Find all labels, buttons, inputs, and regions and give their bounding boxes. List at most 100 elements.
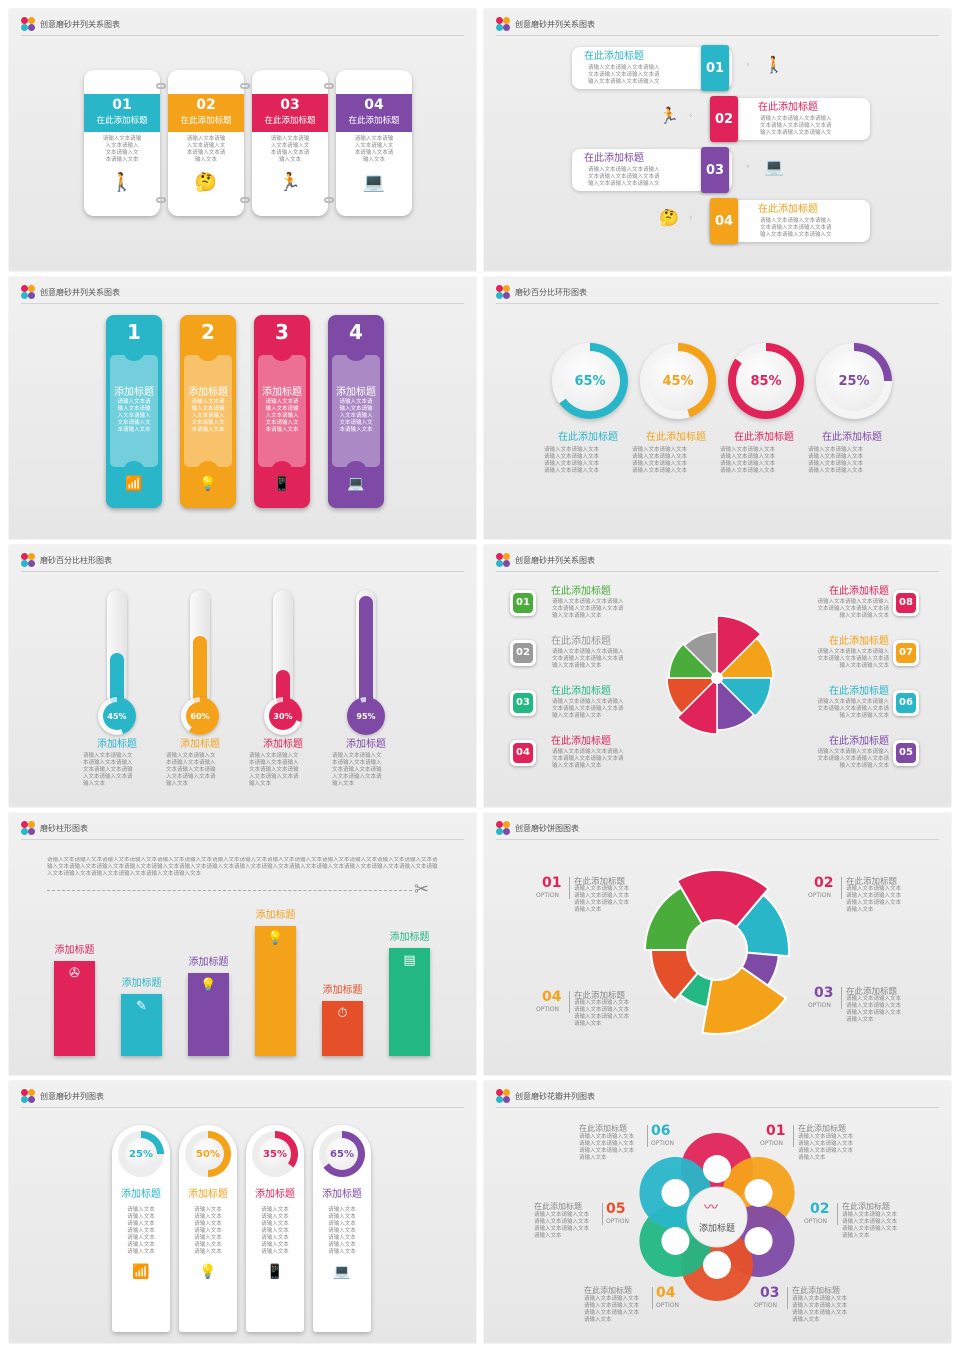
badge-number: 01	[513, 593, 533, 613]
number-block: 04	[710, 198, 738, 244]
bar-heading: 添加标题	[180, 739, 220, 750]
intro-text: 请输入文本请输入文本请输入文本请输入文本请输入文本请输入文本请输入文本请输入文本…	[47, 857, 438, 877]
wifi-icon: 📶	[125, 476, 143, 492]
ring-percent: 85%	[750, 373, 782, 389]
option-label: OPTION	[651, 1140, 674, 1147]
petal-body: 请输入文本请输入文本 请输入文本请输入文本 请输入文本请输入文本 请输入文本	[584, 1296, 640, 1323]
item-body: 请输入文本请输入文本请输入 文本请输入文本请输入文本请 输入文本请输入文本	[817, 749, 889, 769]
chevron-right-icon: ›	[746, 60, 750, 70]
card-number: 01	[112, 97, 132, 113]
petal-number: 05	[606, 1201, 626, 1217]
slide-header: 磨砂百分比柱形图表	[21, 551, 112, 569]
card-band: 02 在此添加标题	[168, 94, 244, 132]
logo-icon	[496, 285, 510, 299]
card-band: 03 在此添加标题	[252, 94, 328, 132]
card-body: 请输入文本 请输入文本 请输入文本 请输入文本 请输入文本 请输入文本 请输入文…	[328, 1207, 356, 1255]
lightbulb-icon: 💡	[200, 978, 217, 993]
tab-heading: 在此添加标题	[584, 153, 644, 164]
header-divider	[21, 839, 464, 840]
card-body: 请输入文本请输 入文本请输入文 本请输入文本请 输入文本	[186, 136, 226, 163]
slide-title: 创意磨砂花瓣并列图表	[515, 1091, 595, 1101]
bar	[121, 994, 162, 1056]
slide-header: 磨砂柱形图表	[21, 819, 88, 837]
option-divider	[569, 991, 570, 1013]
number-badge: 03	[510, 690, 536, 716]
person-standing-icon: 🚶	[764, 55, 784, 74]
bulb-core: 45%	[103, 702, 131, 730]
logo-icon	[21, 285, 35, 299]
row-number: 02	[714, 111, 734, 127]
trend-chart-icon: 〰	[704, 1200, 718, 1216]
badge-number: 04	[513, 743, 533, 763]
row-number: 01	[705, 60, 725, 76]
eight-slice-pie	[666, 615, 774, 735]
number-block: 01	[701, 45, 729, 91]
person-desk-icon: 💻	[362, 172, 386, 193]
pie-slice	[715, 637, 774, 679]
thermometer-bulb: 45%	[98, 697, 136, 735]
bar	[188, 973, 229, 1056]
item-body: 请输入文本请输入文本请输入 文本请输入文本请输入文本请 输入文本请输入文本	[552, 749, 624, 769]
ring-heading: 在此添加标题	[822, 432, 882, 443]
thermometer-tube	[190, 590, 210, 705]
option-heading: 在此添加标题	[574, 991, 626, 1001]
header-divider	[21, 571, 464, 572]
option-divider	[841, 877, 842, 899]
pie-slice	[676, 676, 718, 735]
percentage-ring: 65%	[319, 1131, 365, 1177]
logo-icon	[21, 17, 35, 31]
petal-number: 06	[651, 1123, 671, 1139]
stopwatch-icon: ⏱	[337, 1006, 348, 1021]
piece-body: 请输入文本请 输入文本请输 入文本请输入 文本请输入文 本请输入文本	[339, 399, 373, 433]
film-reel-icon: ✇	[69, 966, 80, 981]
percentage-ring: 35%	[252, 1131, 298, 1177]
petal-heading: 在此添加标题	[798, 1124, 846, 1133]
piece-number: 4	[349, 320, 363, 344]
person-thinking-icon: 🤔	[659, 208, 679, 227]
bar-heading: 添加标题	[121, 978, 162, 989]
petal-divider	[793, 1125, 794, 1147]
thermometer-bulb: 60%	[181, 697, 219, 735]
card-heading: 在此添加标题	[96, 116, 148, 126]
puzzle-column: 2 添加标题 请输入文本请 输入文本请输 入文本请输入 文本请输入文 本请输入文本 💡	[180, 315, 236, 508]
ring-segment	[675, 869, 770, 929]
petal-divider	[602, 1203, 603, 1225]
header-divider	[21, 1107, 464, 1108]
ring-center: 25%	[125, 1138, 157, 1170]
puzzle-light-panel	[110, 355, 158, 467]
number-badge: 07	[893, 640, 919, 666]
slide-header: 磨砂百分比环形图表	[496, 283, 587, 301]
ring-segment	[643, 886, 704, 951]
card-body: 请输入文本请输 入文本请输入文 本请输入文本请 输入文本	[270, 136, 310, 163]
tall-card: 25% 添加标题 请输入文本 请输入文本 请输入文本 请输入文本 请输入文本 请输入…	[112, 1125, 170, 1332]
badge-number: 05	[896, 743, 916, 763]
item-body: 请输入文本请输入文本请输入 文本请输入文本请输入文本请 输入文本请输入文本	[817, 649, 889, 669]
item-heading: 在此添加标题	[551, 586, 611, 597]
option-label: OPTION	[804, 1218, 827, 1225]
pie-slice	[683, 631, 718, 680]
binder-ring	[156, 83, 166, 89]
bar-percent: 30%	[273, 711, 293, 721]
bar-body: 请输入文本请输入文 本请输入文本请输入 文本请输入文本请输 入文本请输入文本请 …	[332, 753, 382, 787]
bar-heading: 添加标题	[263, 739, 303, 750]
dashed-divider	[47, 890, 412, 891]
thermometer-fill	[110, 653, 124, 705]
slide-title: 磨砂百分比柱形图表	[40, 555, 112, 565]
card-band: 04 在此添加标题	[336, 94, 412, 132]
ring-segment	[701, 965, 788, 1035]
slide-header: 创意磨砂并列图表	[21, 1087, 104, 1105]
item-heading: 在此添加标题	[551, 736, 611, 747]
percentage-ring: 25%	[118, 1131, 164, 1177]
laptop-icon: 💻	[333, 1264, 351, 1280]
item-body: 请输入文本请输入文本请输入 文本请输入文本请输入文本请 输入文本请输入文本	[552, 699, 624, 719]
person-desk-icon: 💻	[764, 157, 784, 176]
option-number: 02	[814, 875, 834, 891]
flower-center-label: 添加标题	[698, 1224, 735, 1234]
option-body: 请输入文本请输入文本 请输入文本请输入文本 请输入文本请输入文本 请输入文本	[846, 886, 902, 913]
slide-title: 磨砂柱形图表	[40, 823, 88, 833]
slide-bar-chart: 磨砂柱形图表 请输入文本请输入文本请输入文本请输入文本请输入文本请输入文本请输入…	[9, 813, 476, 1075]
phone-icon: 📱	[266, 1264, 284, 1280]
option-label: OPTION	[808, 892, 831, 899]
petal-icon-disc	[661, 1179, 690, 1207]
option-label: OPTION	[808, 1002, 831, 1009]
